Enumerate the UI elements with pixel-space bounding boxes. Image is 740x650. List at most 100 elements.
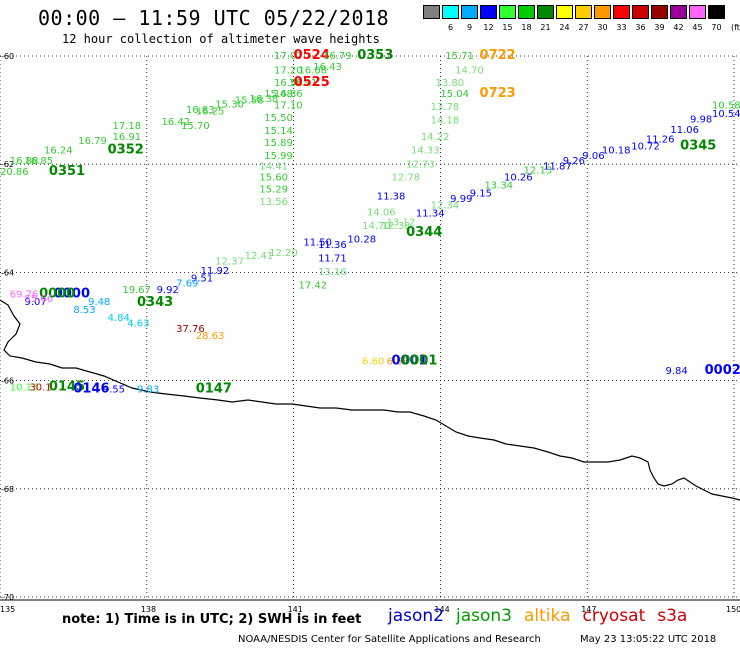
latitude-label: -70 [1,593,14,602]
wave-height-label: 13.34 [484,181,513,192]
wave-height-label: 12.37 [215,256,244,267]
wave-height-label: 11.06 [670,125,699,136]
longitude-label: 147 [581,605,596,614]
pass-time-label: 0352 [108,142,144,157]
wave-height-label: 11.38 [377,191,406,202]
wave-height-label: 11.87 [543,162,572,173]
pass-time-label: 0351 [49,164,85,179]
latitude-label: -64 [1,268,14,277]
satellite-legend-item: cryosat [582,606,646,626]
wave-height-label: 14.33 [411,145,440,156]
pass-time-label: 0345 [680,139,716,154]
color-scale-swatch [499,5,516,19]
wave-height-label: 15.29 [259,184,288,195]
color-scale-swatch [480,5,497,19]
wave-height-label: 16.25 [196,106,225,117]
pass-time-label: 0524 [294,48,330,63]
wave-height-label: 12.20 [269,248,298,259]
wave-height-label: 10.72 [631,142,660,153]
wave-height-label: 9.06 [582,151,604,162]
wave-height-label: 16.08 [298,65,327,76]
wave-height-label: 6.60 [362,356,384,367]
wave-height-label: 15.70 [181,121,210,132]
wave-height-label: 28.63 [196,331,225,342]
wave-height-label: 13.56 [259,197,288,208]
satellite-legend-item: jason2 [388,606,444,626]
satellite-legend-item: jason3 [456,606,512,626]
color-scale-swatch [689,5,706,19]
wave-height-label: 16.91 [113,132,142,143]
wave-height-label: 16.91 [289,78,318,89]
axis-labels: -60 -62 -64 -66 -68 -70 135 138 141 144 147 150 [0,52,740,614]
color-scale-label: 39 [654,23,665,32]
wave-height-label: 15.89 [264,138,293,149]
pass-time-label: 0146 [73,382,109,397]
wave-height-label: 10.54 [712,109,740,120]
wave-height-label: 11.71 [318,254,347,265]
wave-height-label: 8.53 [73,305,95,316]
pass-time-label: 0000 [54,286,90,301]
wave-height-label: 13.16 [318,267,347,278]
wave-height-label: 7.69 [176,278,198,289]
wave-height-label: 30.1 [29,382,51,393]
wave-height-label: 16.56 [274,78,303,89]
wave-height-label: 10.58 [712,100,740,111]
page-title: 00:00 – 11:59 UTC 05/22/2018 [38,6,390,30]
pass-time-label: 0147 [196,382,232,397]
wave-height-label: 9.55 [103,385,125,396]
wave-height-label: 12.73 [406,159,435,170]
wave-height-label: 10.28 [347,235,376,246]
color-scale-swatch [575,5,592,19]
wave-height-label: 4.84 [108,313,130,324]
satellite-legend: jason2 jason3 altika cryosat s3a [388,606,699,626]
page-subtitle: 12 hour collection of altimeter wave hei… [62,32,380,46]
wave-height-label: 16.38 [250,94,279,105]
wave-height-label: 14.70 [455,65,484,76]
color-scale-swatch [537,5,554,19]
color-scale-label: 18 [521,23,532,32]
wave-height-label: 16.79 [323,51,352,62]
wave-height-label: 14.06 [367,208,396,219]
pass-time-label: 0525 [294,75,330,90]
satellite-legend-item: altika [524,606,571,626]
color-scale-swatch [442,5,459,19]
pass-time-label: 0000 [39,286,75,301]
wave-height-label: 9.92 [157,285,179,296]
wave-height-label: 10.13 [10,382,39,393]
wave-height-label: 15.58 [235,96,264,107]
credit-line: NOAA/NESDIS Center for Satellite Applica… [238,634,541,645]
wave-height-label: 69.76 [10,289,39,300]
wave-height-label: 12.41 [245,251,274,262]
pass-time-label: 0344 [406,225,442,240]
wave-height-label: 37.76 [176,324,205,335]
color-scale-label: 21 [540,23,551,32]
longitude-label: 144 [434,605,449,614]
wave-height-label: 16.88 [10,156,39,167]
wave-height-label: 15.48 [264,89,293,100]
wave-height-label: 17.10 [274,100,303,111]
wave-height-label: 16.86 [274,89,303,100]
pass-time-label: 0723 [480,86,516,101]
pass-time-label: 0001 [401,353,437,368]
latitude-label: -62 [1,160,14,169]
wave-height-label: 6.58 [387,356,409,367]
wave-height-label: 17.42 [298,281,327,292]
wave-height-label: 17.07 [274,51,303,62]
wave-height-label: 12.78 [391,172,420,183]
footer-note: note: 1) Time is in UTC; 2) SWH is in fe… [62,612,362,627]
longitude-label: 150 [726,605,740,614]
wave-height-label: 14.22 [421,132,450,143]
wave-height-label: 15.99 [264,151,293,162]
color-scale-label: 24 [559,23,570,32]
wave-height-label: 14.18 [431,116,460,127]
wave-height-label: 9.26 [563,156,585,167]
color-scale-label: 12 [483,23,494,32]
wave-height-label: 16.24 [44,145,73,156]
wave-height-label: 11.26 [646,135,675,146]
wave-height-label: 13.80 [436,78,465,89]
wave-height-label: 9.48 [88,297,110,308]
color-scale-label: 30 [597,23,608,32]
color-scale-swatch [423,5,440,19]
wave-height-label: 20.86 [0,167,29,178]
wave-height-label: 14.41 [259,162,288,173]
